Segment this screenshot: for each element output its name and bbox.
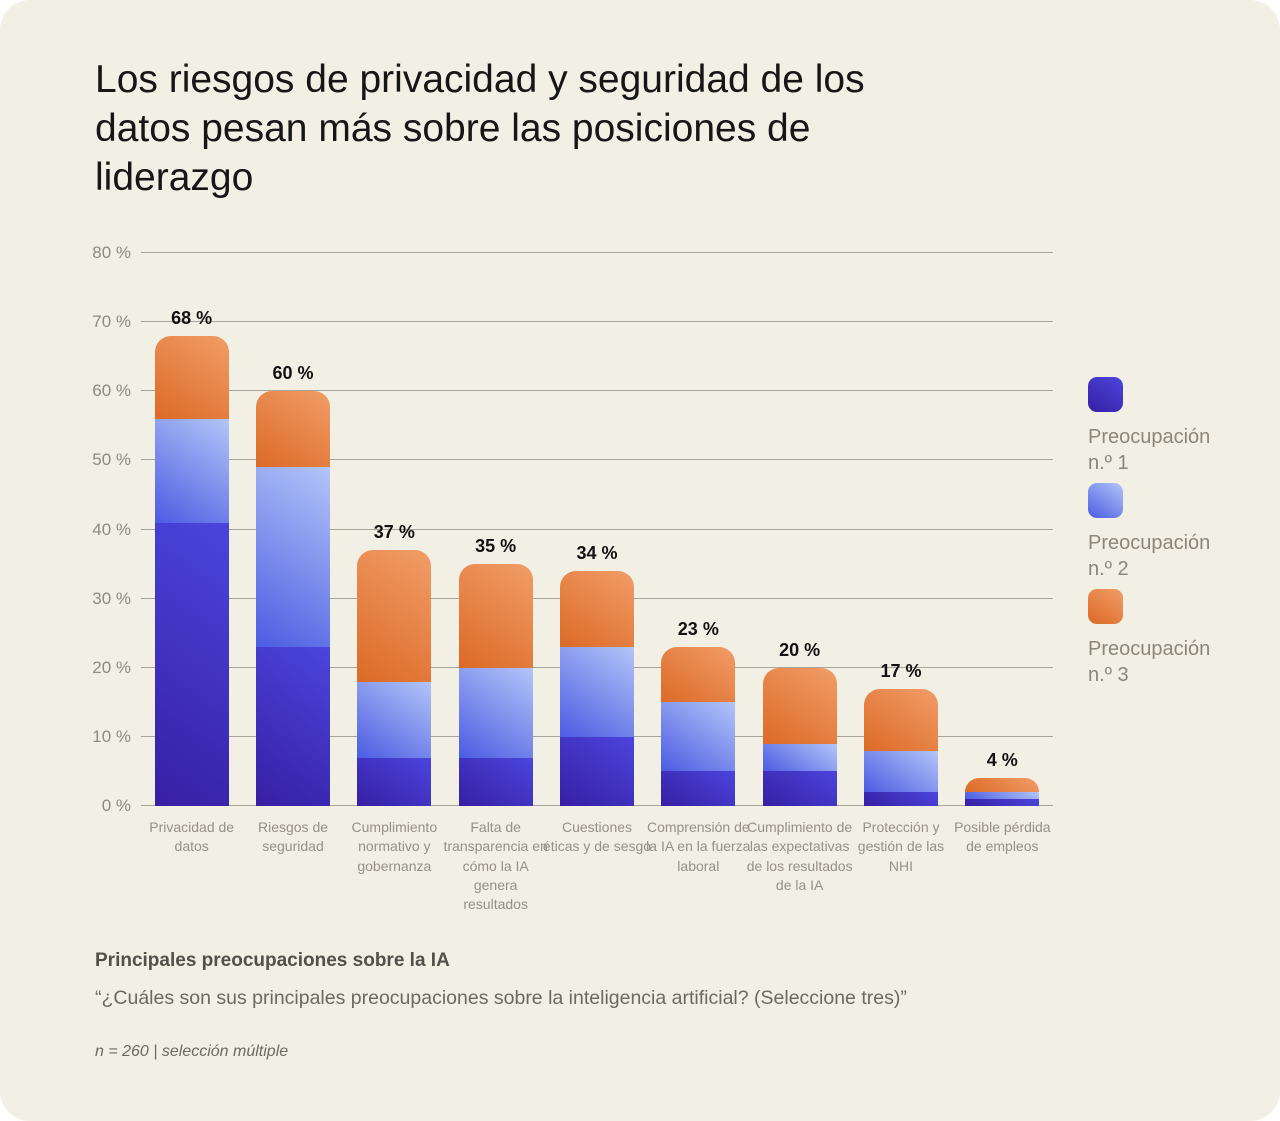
- bar-segment-concern-3: [458, 564, 533, 668]
- y-axis-tick-label: 80 %: [92, 243, 131, 262]
- category-label: Privacidad de datos: [149, 819, 235, 855]
- legend: Preocupación n.º 1 Preocupación n.º 2 Preo…: [1088, 377, 1248, 695]
- bar-stack: [863, 253, 938, 806]
- bar-segment-concern-1: [357, 757, 432, 806]
- y-axis-tick-label: 30 %: [92, 588, 131, 608]
- bar-segment-concern-3: [965, 778, 1040, 793]
- bar-segment-concern-3: [154, 335, 229, 419]
- legend-item-concern-1: Preocupación n.º 1: [1088, 377, 1248, 476]
- y-axis-tick-label: 70 %: [92, 312, 131, 332]
- bar-stack: [458, 253, 533, 806]
- bar-segment-concern-1: [255, 647, 330, 806]
- chart-title: Los riesgos de privacidad y seguridad de…: [95, 58, 865, 199]
- bar-segment-concern-2: [357, 681, 432, 758]
- y-axis-tick-label: 10 %: [92, 726, 131, 746]
- bar-segment-concern-2: [762, 743, 837, 772]
- bar-stack: [762, 253, 837, 806]
- bar-segment-concern-2: [559, 647, 634, 737]
- bar-total-label: 23 %: [677, 619, 719, 640]
- bar-segment-concern-2: [863, 750, 938, 793]
- legend-label: Preocupación n.º 3: [1088, 638, 1211, 686]
- bar-total-label: 68 %: [171, 307, 213, 328]
- bar-slot: 17 %: [850, 253, 951, 806]
- bar-segment-concern-2: [458, 667, 533, 758]
- category-label: Comprensión de la IA en la fuerza labora…: [646, 819, 751, 874]
- bar-segment-concern-1: [863, 792, 938, 806]
- bar-total-label: 17 %: [880, 660, 922, 681]
- y-axis-tick-label: 40 %: [92, 519, 131, 539]
- category-label: Protección y gestión de las NHI: [857, 819, 945, 874]
- bar-segment-concern-3: [357, 550, 432, 682]
- bar-slot: 37 %: [344, 253, 445, 806]
- category-label: Cuestiones éticas y de sesgo: [542, 819, 652, 855]
- bar-stack: [661, 253, 736, 806]
- bar-slot: 34 %: [546, 253, 647, 806]
- bar-segment-concern-3: [863, 688, 938, 751]
- y-axis-tick-label: 50 %: [92, 450, 131, 470]
- category-label: Riesgos de seguridad: [257, 819, 329, 855]
- y-axis-tick-label: 0 %: [101, 796, 131, 815]
- gridline-60: [141, 390, 1053, 392]
- bar-total-label: 35 %: [475, 536, 517, 557]
- gridline-70: [141, 321, 1053, 323]
- bar-slot: 23 %: [648, 253, 749, 806]
- legend-label: Preocupación n.º 1: [1088, 426, 1211, 474]
- bar-stack: [154, 253, 229, 806]
- gridline-80: [141, 252, 1053, 253]
- bar-stack: [559, 253, 634, 806]
- bar-slot: 68 %: [141, 253, 242, 806]
- bar-slot: 20 %: [749, 253, 850, 806]
- bar-segment-concern-1: [762, 771, 837, 806]
- bar-slot: 35 %: [445, 253, 546, 806]
- category-label: Cumplimiento de las expectativas de los …: [746, 819, 853, 893]
- bar-total-label: 4 %: [986, 750, 1018, 771]
- bar-segment-concern-3: [661, 647, 736, 703]
- category-label: Falta de transparencia en cómo la IA gen…: [443, 819, 548, 913]
- gridline-40: [141, 528, 1053, 530]
- bar-segment-concern-3: [255, 391, 330, 468]
- bar-slot: 60 %: [242, 253, 343, 806]
- legend-swatch-concern-3: [1088, 589, 1123, 624]
- legend-swatch-concern-2: [1088, 483, 1123, 518]
- bar-segment-concern-2: [255, 467, 330, 648]
- bar-segment-concern-1: [965, 799, 1040, 806]
- y-axis-tick-label: 20 %: [92, 657, 131, 677]
- bar-total-label: 60 %: [272, 363, 314, 384]
- bar-stack: [965, 253, 1040, 806]
- plot-area: 0 % 10 % 20 % 30 % 40 % 50 % 60 % 70 % 80 % 68 % 6…: [92, 243, 1053, 815]
- y-axis-tick-label: 60 %: [92, 381, 131, 401]
- bar-segment-concern-2: [154, 418, 229, 523]
- bar-segment-concern-1: [559, 736, 634, 806]
- legend-item-concern-2: Preocupación n.º 2: [1088, 483, 1248, 582]
- bar-slot: 4 %: [952, 253, 1053, 806]
- footer: Principales preocupaciones sobre la IA “…: [95, 950, 1095, 1061]
- bar-segment-concern-3: [762, 667, 837, 744]
- bar-segment-concern-1: [154, 522, 229, 806]
- bar-total-label: 20 %: [779, 639, 821, 660]
- bar-total-label: 37 %: [373, 522, 415, 543]
- bar-segment-concern-1: [661, 771, 736, 806]
- footer-heading: Principales preocupaciones sobre la IA: [95, 950, 450, 971]
- category-label: Cumplimiento normativo y gobernanza: [351, 819, 438, 874]
- bar-segment-concern-2: [965, 792, 1040, 800]
- legend-item-concern-3: Preocupación n.º 3: [1088, 589, 1248, 688]
- bar-stack: [255, 253, 330, 806]
- footer-note: n = 260 | selección múltiple: [95, 1043, 289, 1060]
- category-label: Posible pérdida de empleos: [954, 819, 1051, 855]
- footer-question: “¿Cuáles son sus principales preocupacio…: [95, 987, 907, 1009]
- bar-segment-concern-1: [458, 757, 533, 806]
- gridline-50: [141, 459, 1053, 461]
- legend-swatch-concern-1: [1088, 377, 1123, 412]
- bar-segment-concern-3: [559, 570, 634, 648]
- bar-segment-concern-2: [661, 702, 736, 772]
- bar-total-label: 34 %: [576, 542, 618, 563]
- legend-label: Preocupación n.º 2: [1088, 532, 1211, 580]
